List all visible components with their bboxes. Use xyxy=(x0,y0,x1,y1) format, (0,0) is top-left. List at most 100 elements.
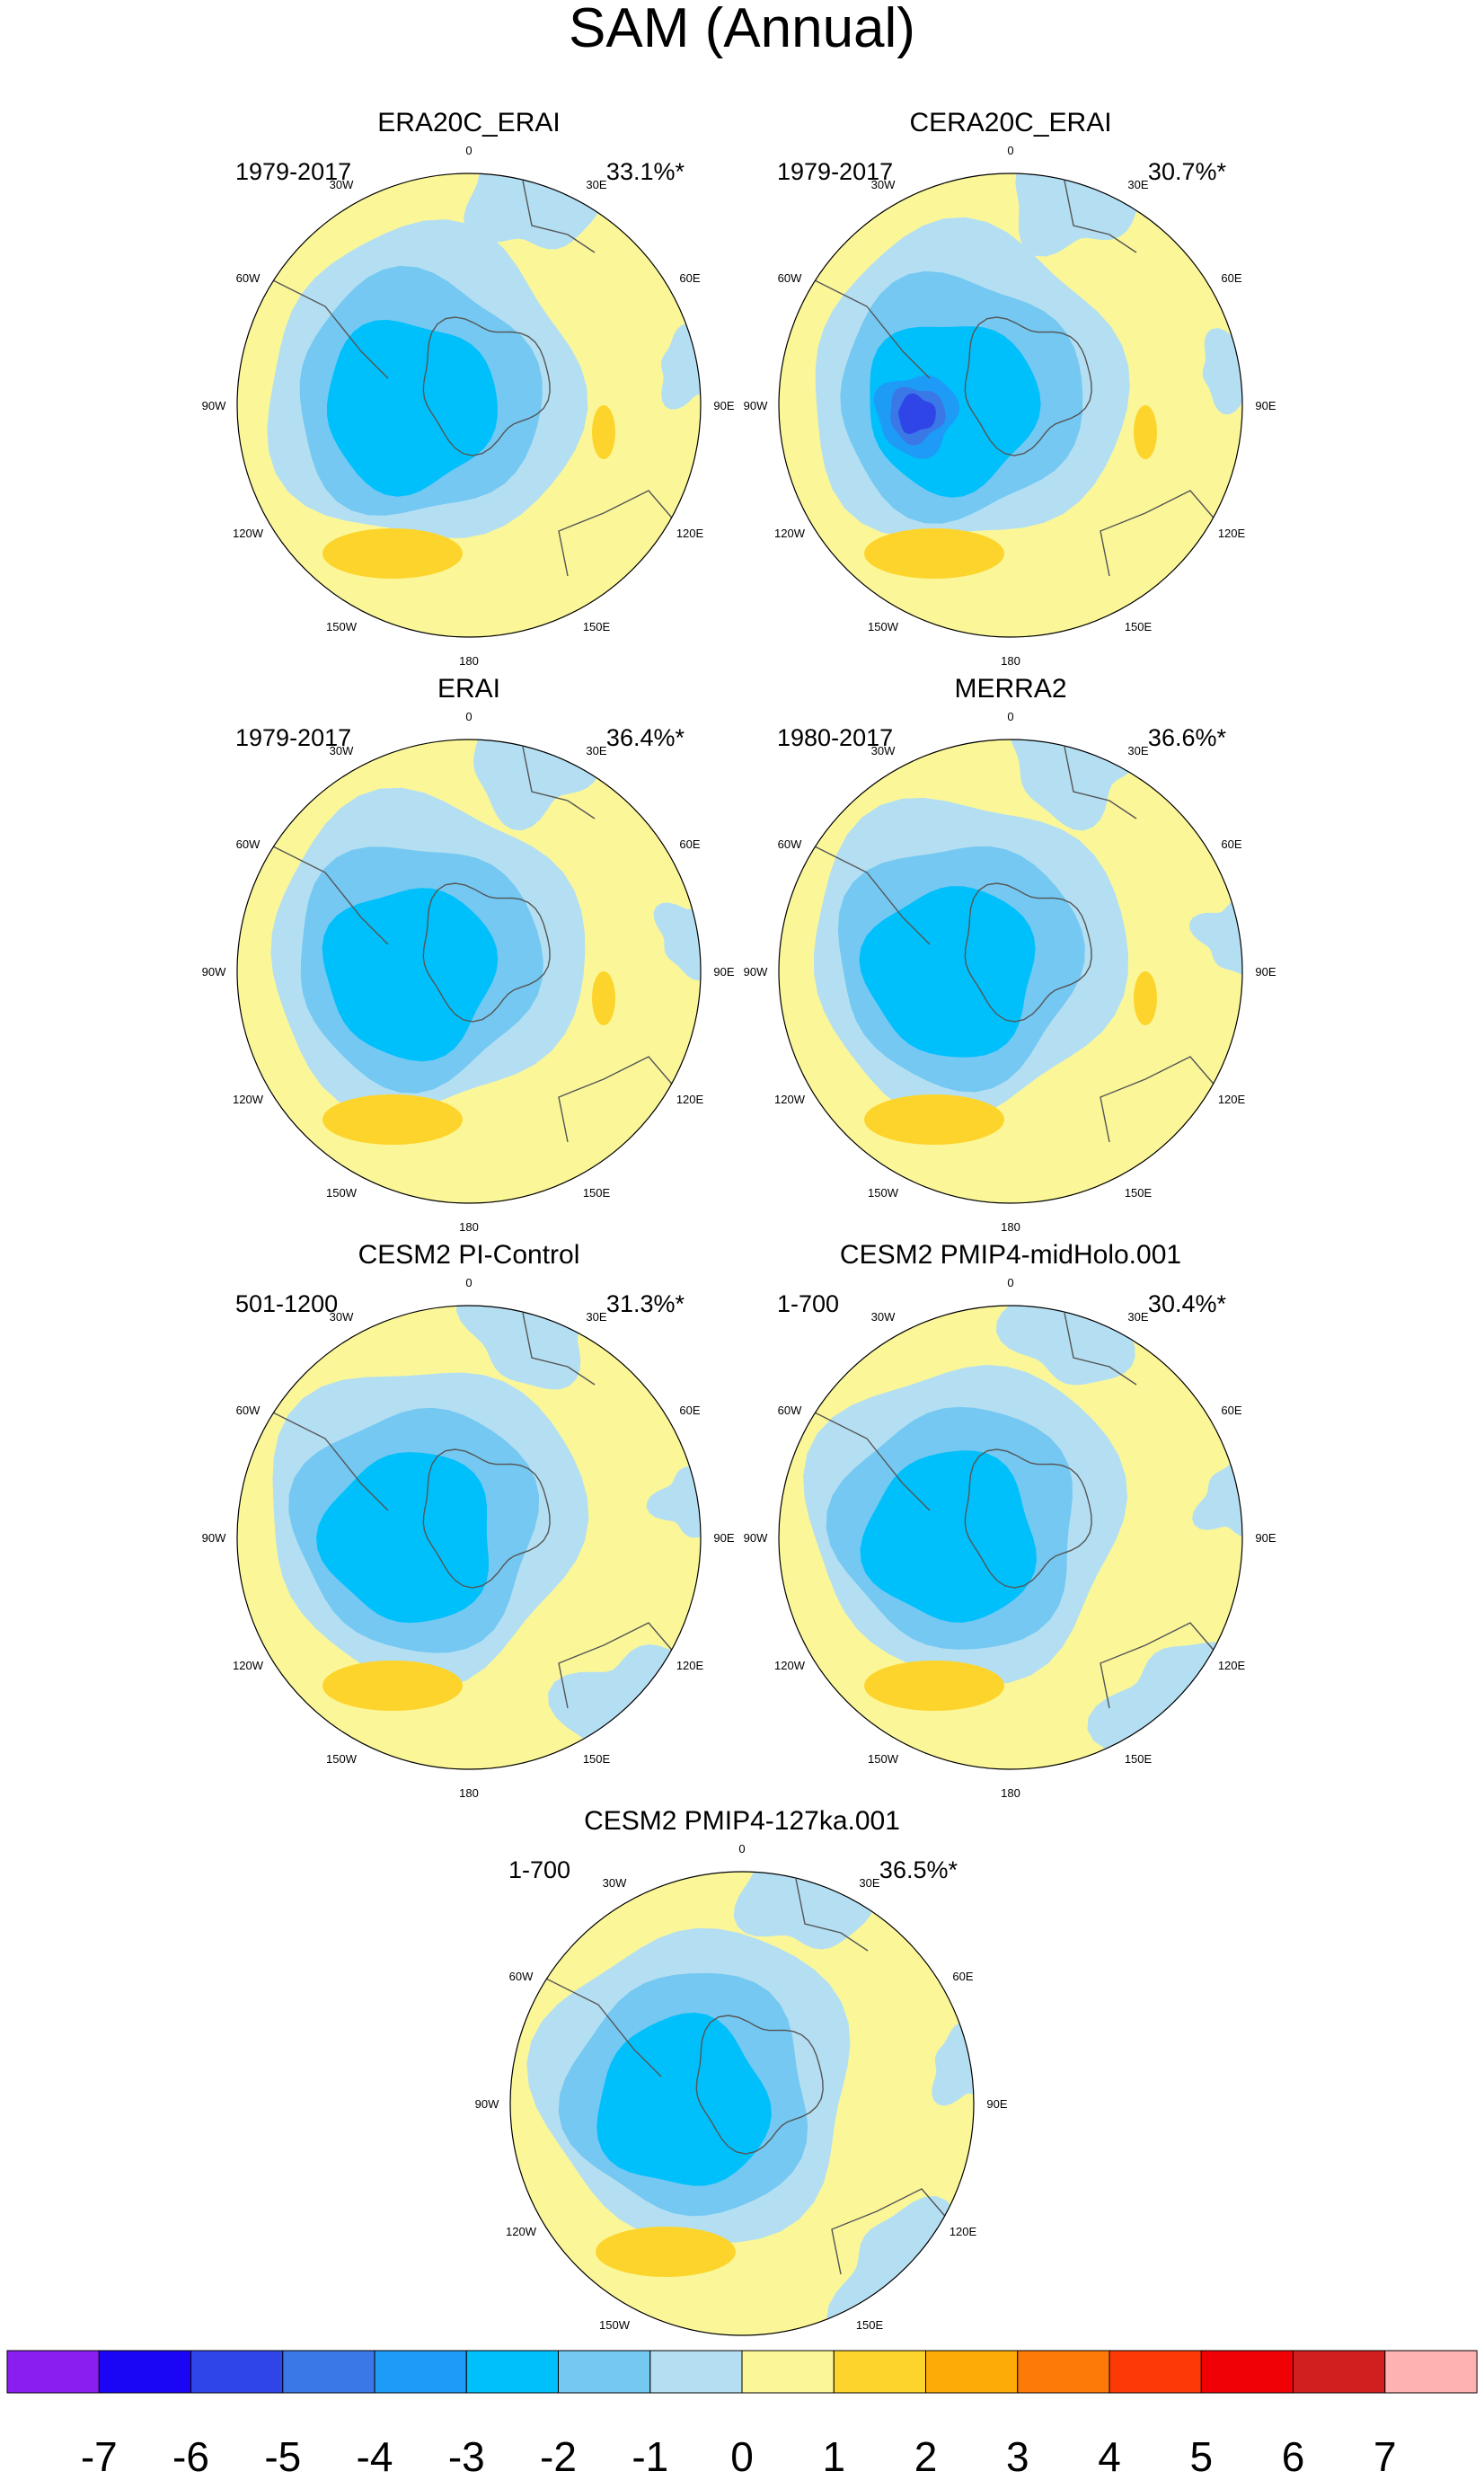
figure-title: SAM (Annual) xyxy=(569,0,915,59)
panel-variance: 36.4%* xyxy=(606,724,685,751)
colorbar-box xyxy=(1200,2350,1294,2394)
longitude-label: 90E xyxy=(986,2097,1007,2111)
longitude-label: 0 xyxy=(1007,710,1013,723)
longitude-label: 150W xyxy=(868,1186,899,1200)
coastline xyxy=(831,2188,950,2275)
longitude-label: 60E xyxy=(1221,271,1241,285)
colorbar-box xyxy=(6,2350,100,2394)
longitude-label: 150W xyxy=(599,2318,631,2332)
colorbar-label: -1 xyxy=(632,2433,668,2480)
colorbar-box xyxy=(1109,2350,1202,2394)
contour-region xyxy=(316,1452,489,1624)
longitude-label: 180 xyxy=(1001,654,1020,668)
longitude-label: 120W xyxy=(233,1093,264,1106)
panel-period: 1979-2017 xyxy=(235,158,351,185)
coastline xyxy=(522,746,596,819)
colorbar-box xyxy=(649,2350,743,2394)
longitude-label: 120W xyxy=(774,527,806,540)
longitude-label: 120E xyxy=(1218,527,1246,540)
longitude-label: 30W xyxy=(330,1310,354,1324)
longitude-label: 180 xyxy=(459,1220,479,1234)
longitude-label: 150E xyxy=(583,1752,611,1766)
longitude-label: 90W xyxy=(744,399,768,412)
coastline xyxy=(558,1056,676,1143)
colorbar-box xyxy=(465,2350,560,2394)
colorbar-label: 3 xyxy=(1006,2433,1029,2480)
longitude-label: 0 xyxy=(465,710,472,723)
contour-region xyxy=(1007,740,1144,831)
contour-region xyxy=(1192,1457,1242,1537)
longitude-label: 150E xyxy=(1125,1186,1153,1200)
contour-region xyxy=(932,2022,974,2106)
longitude-label: 0 xyxy=(738,1842,745,1856)
contour-region xyxy=(864,1661,1004,1711)
panel-title: ERAI xyxy=(437,674,500,704)
coastline xyxy=(812,1411,931,1511)
colorbar-box xyxy=(1293,2350,1386,2394)
contour-region xyxy=(456,1306,598,1390)
contour-region xyxy=(322,1094,463,1145)
map-panel: 0 30E 60E 90E 120E 150E 180 150W 120W 90W 60W 30W CE… xyxy=(744,108,1276,668)
contour-region xyxy=(322,528,463,579)
longitude-label: 120E xyxy=(676,1659,704,1672)
contour-region xyxy=(322,888,499,1062)
colorbar-label: 4 xyxy=(1098,2433,1121,2480)
panel-period: 1979-2017 xyxy=(777,158,893,185)
contour-region xyxy=(1202,328,1242,415)
longitude-label: 120E xyxy=(1218,1093,1246,1106)
contour-region xyxy=(1189,899,1242,977)
coastline xyxy=(558,1622,676,1709)
longitude-label: 30E xyxy=(586,744,606,757)
coastline xyxy=(422,316,551,456)
longitude-label: 120E xyxy=(676,1093,704,1106)
coastline xyxy=(1100,490,1218,577)
coastline xyxy=(964,1448,1092,1589)
coastline xyxy=(270,1411,389,1511)
longitude-label: 60E xyxy=(679,1404,700,1417)
coastline xyxy=(522,1312,596,1386)
panels: 0 30E 60E 90E 120E 150E 180 150W 120W 90W 60W 30W ER… xyxy=(202,108,1276,2366)
contour-region xyxy=(864,1094,1004,1145)
map-border xyxy=(236,739,702,1204)
colorbar-box xyxy=(374,2350,467,2394)
longitude-label: 30E xyxy=(1127,178,1148,191)
coastline xyxy=(1064,1312,1137,1386)
panel-period: 501-1200 xyxy=(235,1290,338,1317)
longitude-label: 180 xyxy=(459,1786,479,1800)
longitude-label: 30W xyxy=(330,178,354,191)
contour-region xyxy=(473,740,601,831)
colorbar-box xyxy=(1017,2350,1110,2394)
coastline xyxy=(964,316,1092,456)
longitude-label: 150W xyxy=(868,1752,899,1766)
panel-title: CERA20C_ERAI xyxy=(909,108,1111,137)
longitude-label: 120W xyxy=(233,527,264,540)
longitude-label: 120W xyxy=(233,1659,264,1672)
map-panel: 0 30E 60E 90E 120E 150E 180 150W 120W 90W 60W 30W ER… xyxy=(202,674,735,1234)
contour-region xyxy=(326,319,498,497)
longitude-label: 90W xyxy=(744,965,768,979)
longitude-label: 60W xyxy=(236,837,261,851)
longitude-label: 30W xyxy=(871,178,896,191)
longitude-label: 120E xyxy=(676,527,704,540)
longitude-label: 0 xyxy=(1007,144,1013,157)
panel-period: 1-700 xyxy=(508,1856,570,1883)
contour-region xyxy=(1015,173,1143,257)
longitude-label: 60W xyxy=(236,271,261,285)
longitude-label: 180 xyxy=(1001,1220,1020,1234)
longitude-label: 150W xyxy=(868,620,899,633)
longitude-label: 30E xyxy=(1127,744,1148,757)
panel-period: 1-700 xyxy=(777,1290,839,1317)
contour-region xyxy=(860,1450,1037,1623)
map-panel: 0 30E 60E 90E 120E 150E 180 150W 120W 90W 60W 30W CE… xyxy=(202,1240,735,1800)
longitude-label: 90W xyxy=(202,965,226,979)
longitude-label: 180 xyxy=(459,654,479,668)
coastline xyxy=(795,1878,869,1952)
panel-variance: 30.7%* xyxy=(1148,158,1227,185)
longitude-label: 90W xyxy=(744,1531,768,1545)
colorbar-box xyxy=(741,2350,835,2394)
coastline xyxy=(558,490,676,577)
coastline xyxy=(422,1448,551,1589)
coastline xyxy=(270,845,389,945)
colorbar-label: 6 xyxy=(1282,2433,1305,2480)
coastline xyxy=(522,180,596,253)
